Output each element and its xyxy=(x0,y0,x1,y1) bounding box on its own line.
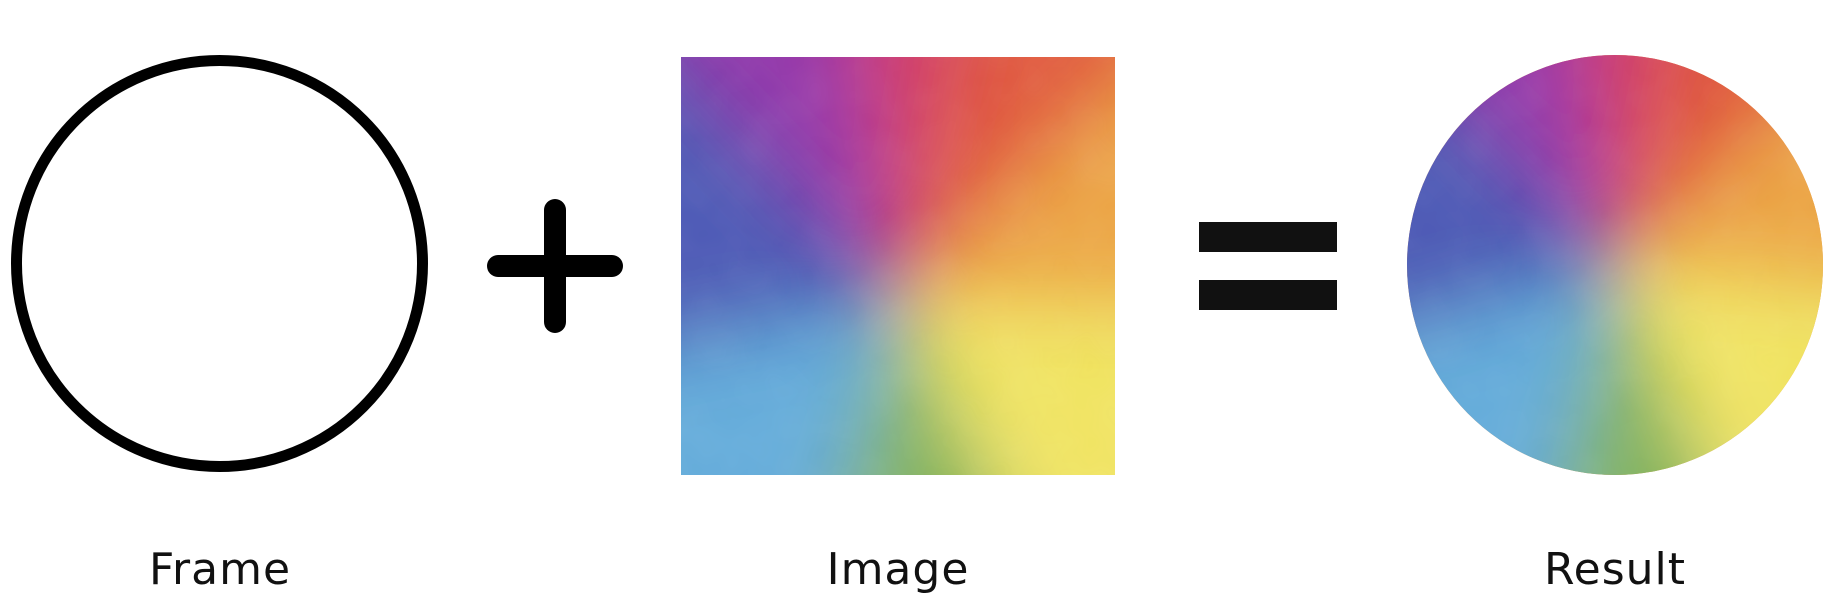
rainbow-image-graphic xyxy=(681,57,1115,475)
frame-label: Frame xyxy=(148,544,292,595)
rainbow-result-circle xyxy=(1407,55,1823,475)
plus-icon xyxy=(487,199,623,333)
rainbow-image-square xyxy=(681,57,1115,475)
result-label: Result xyxy=(1544,544,1686,595)
frame-circle-outline xyxy=(11,55,428,472)
image-label: Image xyxy=(826,544,970,595)
rainbow-result-graphic xyxy=(1407,55,1823,475)
equals-icon xyxy=(1199,222,1337,310)
